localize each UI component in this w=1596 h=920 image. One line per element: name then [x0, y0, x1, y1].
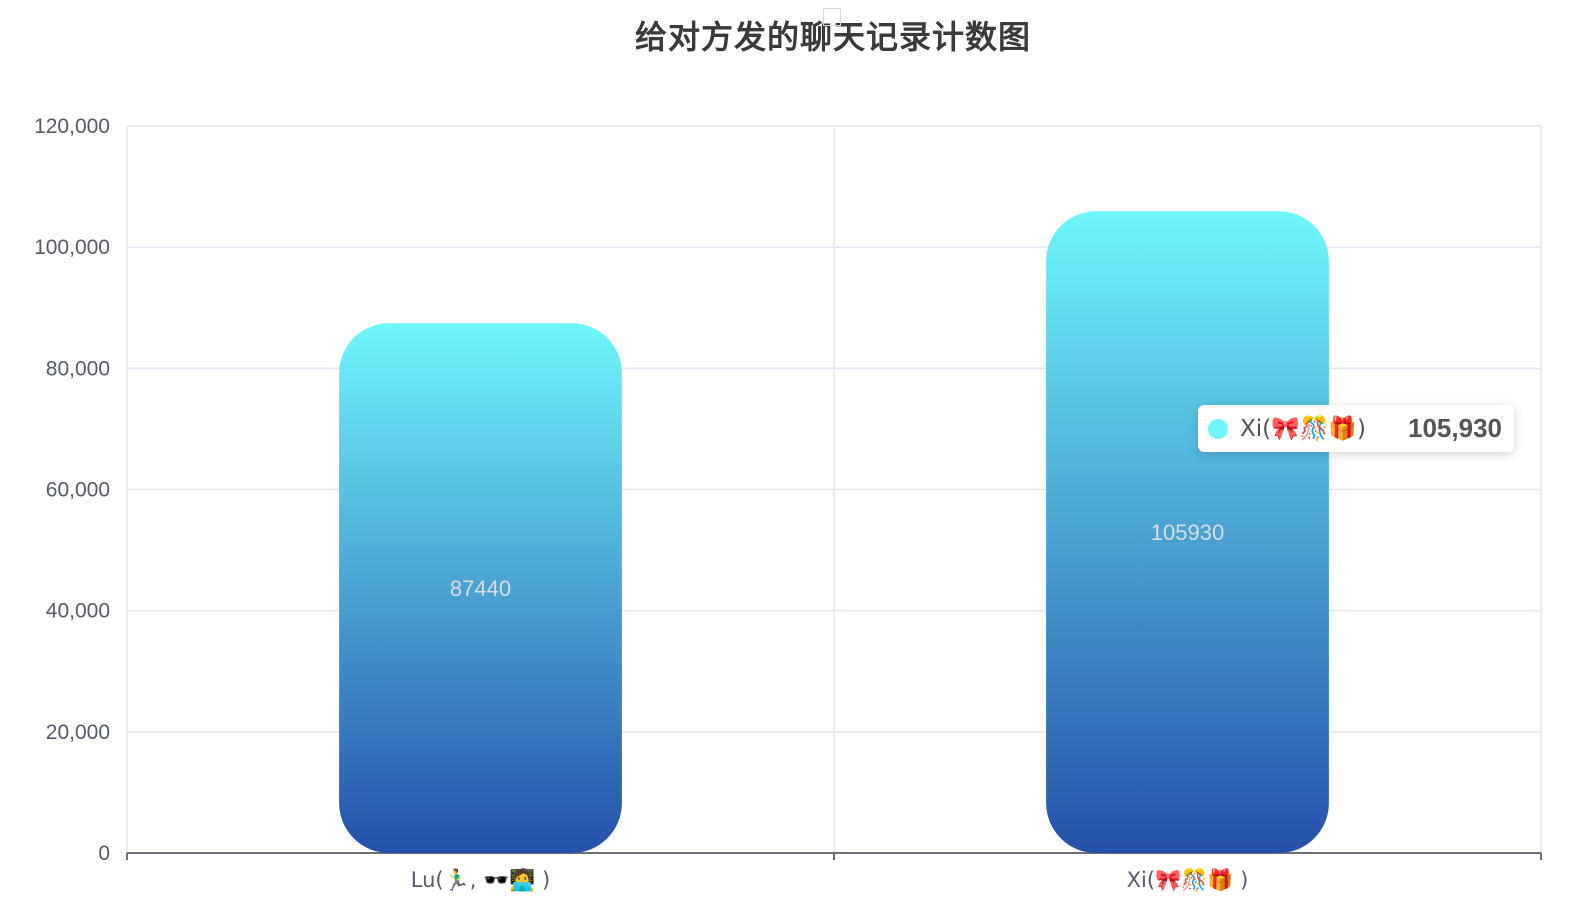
bar[interactable] — [1046, 211, 1329, 854]
x-tick-label: Lu(🏃‍♂️, 🕶️🧑‍💻 ) — [411, 867, 551, 892]
bar[interactable] — [339, 323, 622, 853]
title-marker — [823, 8, 841, 26]
bar-value-label: 105930 — [1151, 520, 1224, 545]
y-tick-label: 80,000 — [46, 357, 110, 380]
x-tick-label: Xi(🎀🎊🎁 ) — [1127, 867, 1249, 892]
tooltip-series-dot — [1208, 418, 1228, 439]
y-tick-label: 20,000 — [46, 721, 110, 744]
chart-title: 给对方发的聊天记录计数图 — [634, 18, 1031, 56]
y-tick-label: 40,000 — [46, 600, 110, 623]
tooltip: Xi(🎀🎊🎁) 105,930 — [1198, 405, 1514, 452]
y-tick-label: 100,000 — [34, 236, 110, 259]
tooltip-series-name: Xi(🎀🎊🎁) — [1240, 416, 1367, 442]
y-tick-label: 120,000 — [34, 115, 110, 138]
tooltip-value: 105,930 — [1408, 413, 1502, 443]
y-tick-label: 0 — [98, 842, 110, 865]
y-tick-label: 60,000 — [46, 479, 110, 502]
bar-value-label: 87440 — [450, 576, 511, 601]
